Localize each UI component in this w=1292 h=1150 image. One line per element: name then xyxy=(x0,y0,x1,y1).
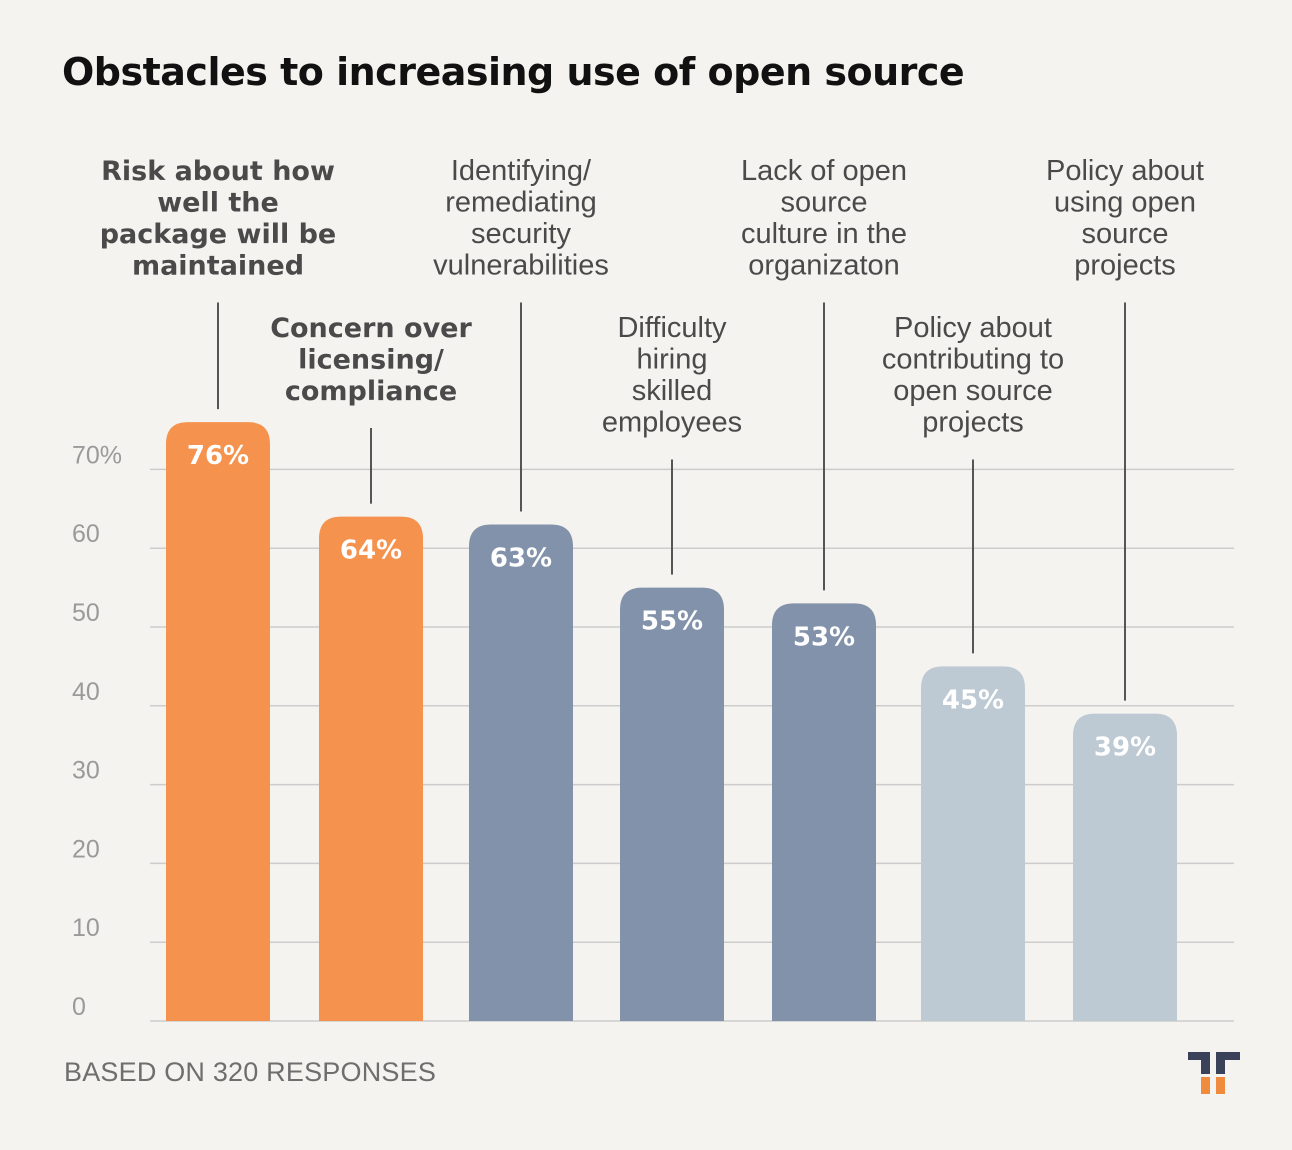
category-label-line: compliance xyxy=(285,376,457,407)
footer-note: BASED ON 320 RESPONSES xyxy=(64,1057,437,1087)
category-label-line: using open xyxy=(1054,187,1196,219)
bar xyxy=(166,422,270,1021)
category-label-line: skilled xyxy=(632,375,713,407)
category-label-line: package will be xyxy=(100,219,337,250)
y-tick-label: 0 xyxy=(72,993,86,1021)
y-axis-ticks: 0 10 20 30 40 50 60 70% xyxy=(72,441,122,1021)
value-label: 76% xyxy=(187,441,249,471)
value-label: 39% xyxy=(1094,733,1156,763)
bar xyxy=(921,666,1025,1021)
category-label-line: Policy about xyxy=(1046,155,1204,187)
category-label-line: licensing/ xyxy=(298,345,444,376)
leader-lines xyxy=(217,302,1126,701)
bar xyxy=(620,587,724,1021)
y-tick-label: 10 xyxy=(72,914,100,942)
value-label: 64% xyxy=(340,536,402,566)
category-label: Policy about contributing to open source pr… xyxy=(882,312,1064,439)
bars xyxy=(166,422,1177,1021)
category-label: Policy about using open source projects xyxy=(1046,155,1204,282)
value-labels: 76% 64% 63% 55% 53% 45% 39% xyxy=(187,441,1156,763)
category-label-line: Difficulty xyxy=(617,312,727,344)
value-label: 53% xyxy=(793,622,855,652)
category-label-line: organizaton xyxy=(748,250,900,282)
category-label-line: culture in the xyxy=(741,218,907,250)
y-tick-label: 60 xyxy=(72,520,100,548)
chart-title: Obstacles to increasing use of open sour… xyxy=(62,50,965,94)
category-label-line: contributing to xyxy=(882,344,1064,376)
category-label-line: open source xyxy=(893,375,1053,407)
category-label: Lack of open source culture in the organiza… xyxy=(741,155,907,282)
category-label: Risk about how well the package will be mai… xyxy=(100,156,337,282)
category-label-line: projects xyxy=(1074,250,1176,282)
category-label-line: Policy about xyxy=(894,312,1052,344)
category-label-line: source xyxy=(780,187,867,219)
value-label: 63% xyxy=(490,544,552,574)
category-label-line: employees xyxy=(602,407,742,439)
bar xyxy=(772,603,876,1021)
value-label: 55% xyxy=(641,607,703,637)
category-label-line: projects xyxy=(922,407,1024,439)
y-tick-label: 40 xyxy=(72,678,100,706)
y-tick-label: 20 xyxy=(72,835,100,863)
y-tick-label: 50 xyxy=(72,599,100,627)
category-label-line: Lack of open xyxy=(741,155,907,187)
bar xyxy=(319,516,423,1021)
y-tick-label: 30 xyxy=(72,757,100,785)
category-label-line: security xyxy=(471,218,571,250)
bar xyxy=(469,524,573,1021)
category-label-line: hiring xyxy=(637,344,708,376)
category-label-line: maintained xyxy=(132,251,304,282)
y-tick-label: 70% xyxy=(72,441,122,469)
category-label-line: Risk about how xyxy=(101,156,335,187)
category-label: Identifying/remediating security vulnerabi… xyxy=(433,155,609,282)
category-label-line: Identifying/ xyxy=(451,155,592,187)
category-labels: Risk about how well the package will be mai… xyxy=(100,155,1204,439)
bar xyxy=(1073,713,1177,1021)
category-label-line: Concern over xyxy=(270,313,472,344)
category-label: Difficulty hiring skilled employees xyxy=(602,312,742,439)
category-label-line: well the xyxy=(157,188,279,219)
tt-logo-icon xyxy=(1188,1052,1240,1094)
category-label-line: vulnerabilities xyxy=(433,250,609,282)
value-label: 45% xyxy=(942,685,1004,715)
category-label-line: remediating xyxy=(445,187,597,219)
category-label: Concern over licensing/compliance xyxy=(270,313,472,407)
category-label-line: source xyxy=(1081,218,1168,250)
